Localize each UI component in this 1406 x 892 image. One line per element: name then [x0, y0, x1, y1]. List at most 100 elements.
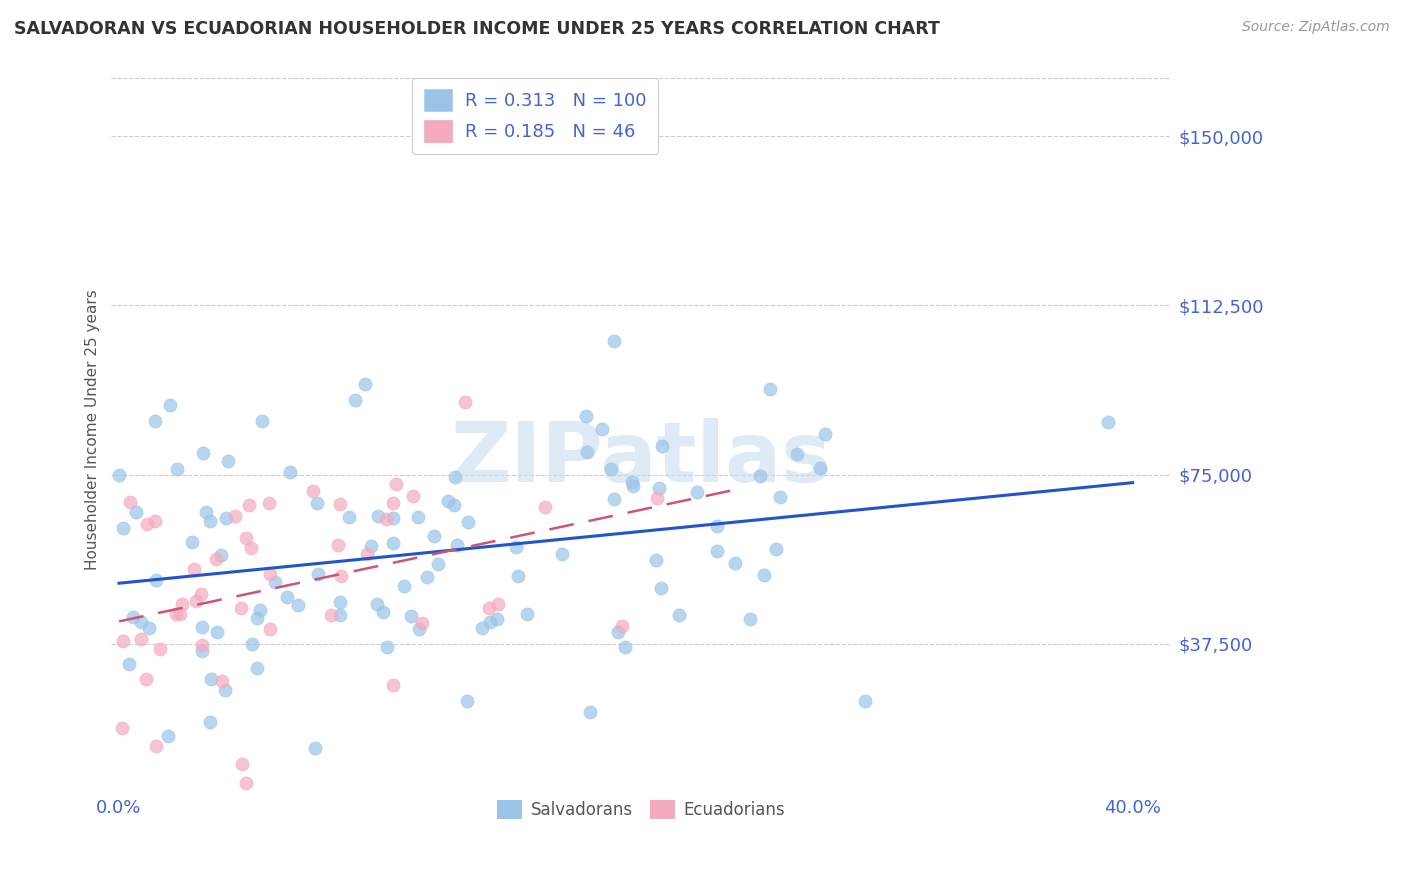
Point: [215, 511, 238, 525]
Point: [607, 625, 630, 640]
Point: [264, 575, 287, 590]
Point: [813, 426, 835, 441]
Point: [156, 729, 179, 743]
Point: [259, 622, 281, 636]
Point: [159, 398, 181, 412]
Point: [724, 556, 747, 570]
Point: [648, 481, 671, 495]
Point: [471, 622, 494, 636]
Point: [145, 739, 167, 754]
Point: [129, 615, 152, 630]
Point: [191, 445, 214, 459]
Point: [758, 382, 780, 396]
Point: [129, 632, 152, 646]
Point: [576, 445, 599, 459]
Point: [621, 479, 644, 493]
Point: [200, 673, 222, 687]
Point: [738, 612, 761, 626]
Point: [302, 484, 325, 499]
Point: [621, 475, 644, 489]
Point: [356, 547, 378, 561]
Point: [381, 678, 404, 692]
Point: [443, 499, 465, 513]
Point: [575, 409, 598, 424]
Point: [769, 491, 792, 505]
Point: [786, 447, 808, 461]
Point: [551, 548, 574, 562]
Point: [191, 644, 214, 658]
Point: [686, 485, 709, 500]
Point: [456, 694, 478, 708]
Point: [194, 505, 217, 519]
Point: [853, 694, 876, 708]
Point: [411, 616, 433, 631]
Point: [602, 334, 624, 348]
Point: [135, 517, 157, 532]
Point: [246, 661, 269, 675]
Point: [765, 541, 787, 556]
Point: [752, 568, 775, 582]
Point: [337, 510, 360, 524]
Point: [651, 439, 673, 453]
Point: [240, 637, 263, 651]
Point: [239, 541, 262, 556]
Point: [381, 511, 404, 525]
Point: [304, 740, 326, 755]
Point: [238, 498, 260, 512]
Y-axis label: Householder Income Under 25 years: Householder Income Under 25 years: [86, 289, 100, 570]
Point: [402, 489, 425, 503]
Point: [250, 414, 273, 428]
Point: [231, 757, 253, 772]
Point: [138, 620, 160, 634]
Point: [287, 598, 309, 612]
Point: [108, 468, 131, 483]
Point: [246, 611, 269, 625]
Point: [408, 510, 430, 524]
Point: [343, 393, 366, 408]
Point: [426, 558, 449, 572]
Point: [401, 609, 423, 624]
Point: [457, 515, 479, 529]
Point: [170, 597, 193, 611]
Point: [591, 422, 613, 436]
Point: [198, 514, 221, 528]
Point: [191, 638, 214, 652]
Point: [118, 495, 141, 509]
Point: [367, 509, 389, 524]
Point: [394, 579, 416, 593]
Point: [533, 500, 555, 514]
Point: [644, 552, 666, 566]
Point: [319, 607, 342, 622]
Point: [326, 538, 349, 552]
Point: [330, 569, 353, 583]
Point: [235, 531, 257, 545]
Point: [112, 634, 135, 648]
Point: [613, 640, 636, 655]
Point: [191, 620, 214, 634]
Point: [645, 491, 668, 505]
Point: [307, 496, 329, 510]
Point: [650, 581, 672, 595]
Point: [214, 683, 236, 698]
Point: [486, 597, 509, 611]
Point: [668, 608, 690, 623]
Point: [169, 607, 191, 621]
Point: [229, 601, 252, 615]
Point: [181, 535, 204, 549]
Point: [125, 505, 148, 519]
Point: [329, 608, 352, 623]
Point: [143, 414, 166, 428]
Point: [276, 590, 298, 604]
Point: [516, 607, 538, 621]
Point: [366, 597, 388, 611]
Point: [454, 395, 477, 409]
Point: [706, 543, 728, 558]
Legend: Salvadorans, Ecuadorians: Salvadorans, Ecuadorians: [491, 793, 792, 826]
Point: [578, 705, 600, 719]
Point: [446, 538, 468, 552]
Point: [505, 541, 527, 555]
Point: [280, 466, 302, 480]
Point: [381, 495, 404, 509]
Point: [257, 495, 280, 509]
Point: [122, 609, 145, 624]
